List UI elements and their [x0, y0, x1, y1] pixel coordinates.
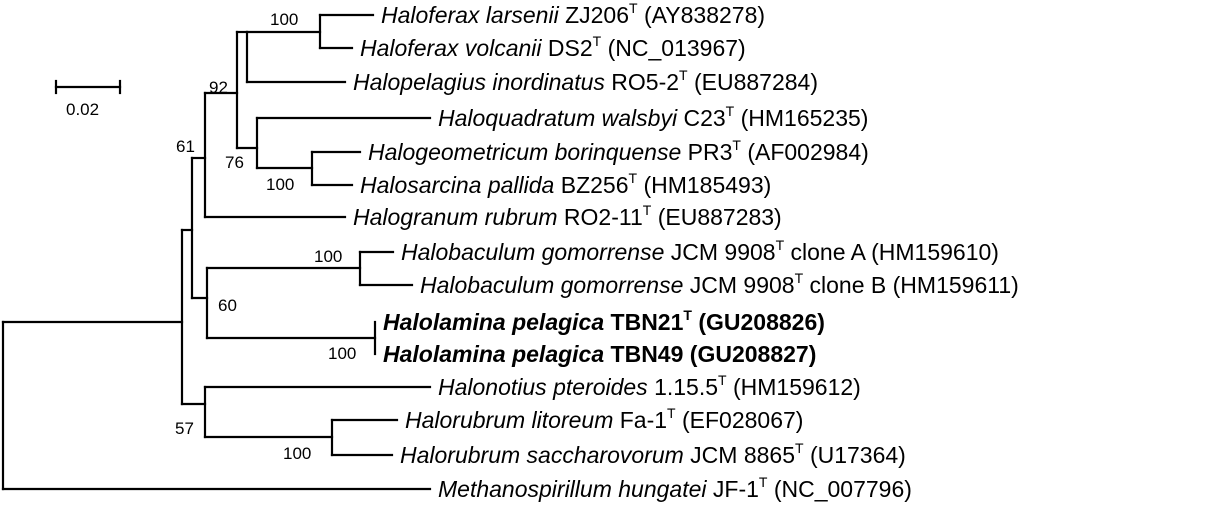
bootstrap-values: 100 92 76 100 61 100 60 100 57 100 [175, 10, 356, 463]
tree-branches [1, 13, 432, 491]
taxon-label-haloferax-volcanii: Haloferax volcanii DS2T (NC_013967) [360, 33, 746, 61]
taxon-label-halolamina-pelagica-tbn49: Halolamina pelagica TBN49 (GU208827) [383, 341, 816, 367]
taxon-label-halorubrum-litoreum: Halorubrum litoreum Fa-1T (EF028067) [405, 405, 803, 433]
taxon-label-halobaculum-gomorrense-b: Halobaculum gomorrense JCM 9908T clone B… [420, 270, 1019, 298]
taxon-label-halosarcina-pallida: Halosarcina pallida BZ256T (HM185493) [360, 170, 771, 198]
bootstrap-baculum-lamina: 60 [218, 296, 237, 315]
bootstrap-quad-geo-sarcina: 76 [225, 153, 244, 172]
bootstrap-ferax: 100 [270, 10, 298, 29]
taxon-label-methanospirillum-hungatei: Methanospirillum hungatei JF-1T (NC_0077… [438, 474, 912, 502]
taxon-label-halopelagius-inordinatus: Halopelagius inordinatus RO5-2T (EU88728… [353, 67, 818, 95]
taxon-label-halolamina-pelagica-tbn21: Halolamina pelagica TBN21T (GU208826) [383, 307, 825, 335]
scale-bar: 0.02 [54, 79, 122, 119]
taxon-label-haloquadratum-walsbyi: Haloquadratum walsbyi C23T (HM165235) [438, 103, 868, 131]
bootstrap-notius-rubrum: 57 [175, 419, 194, 438]
taxon-label-halorubrum-saccharovorum: Halorubrum saccharovorum JCM 8865T (U173… [400, 440, 906, 468]
taxon-label-halogeometricum-borinquense: Halogeometricum borinquense PR3T (AF0029… [368, 137, 869, 165]
scale-bar-label: 0.02 [66, 100, 99, 119]
bootstrap-rubrum: 100 [283, 444, 311, 463]
taxon-label-halobaculum-gomorrense-a: Halobaculum gomorrense JCM 9908T clone A… [401, 237, 999, 265]
bootstrap-upper-clade: 61 [176, 137, 195, 156]
taxon-label-halonotius-pteroides: Halonotius pteroides 1.15.5T (HM159612) [438, 372, 861, 400]
taxon-label-haloferax-larsenii: Haloferax larsenii ZJ206T (AY838278) [381, 0, 765, 28]
bootstrap-lamina: 100 [328, 344, 356, 363]
taxon-label-halogranum-rubrum: Halogranum rubrum RO2-11T (EU887283) [353, 202, 782, 230]
bootstrap-geo-sarcina: 100 [266, 175, 294, 194]
taxon-labels: Haloferax larsenii ZJ206T (AY838278) Hal… [353, 0, 1019, 502]
bootstrap-ferax-pelagius: 92 [209, 78, 228, 97]
bootstrap-baculum: 100 [314, 247, 342, 266]
